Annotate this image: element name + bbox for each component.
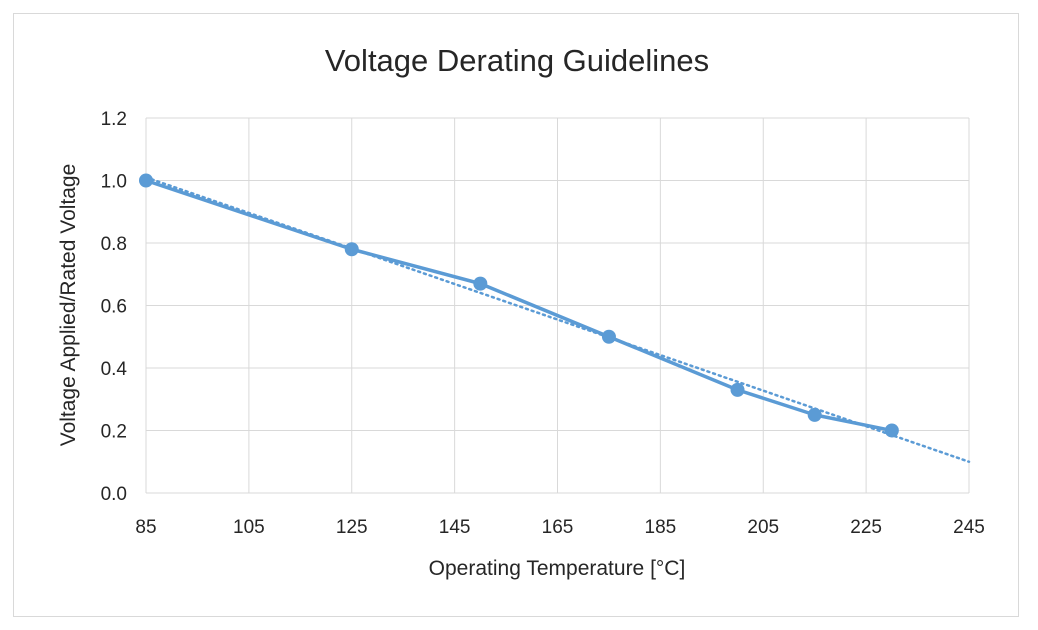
data-point bbox=[807, 407, 822, 422]
x-tick-label: 185 bbox=[645, 517, 677, 538]
series-group bbox=[139, 173, 899, 438]
x-tick-labels: 85 105 125 145 165 185 205 225 245 bbox=[135, 517, 984, 538]
x-tick-label: 205 bbox=[747, 517, 779, 538]
chart-title: Voltage Derating Guidelines bbox=[325, 43, 709, 78]
x-tick-label: 225 bbox=[850, 517, 882, 538]
x-tick-label: 145 bbox=[439, 517, 471, 538]
y-axis-title: Voltage Applied/Rated Voltage bbox=[57, 164, 80, 447]
x-tick-label: 165 bbox=[542, 517, 574, 538]
x-tick-label: 245 bbox=[953, 517, 985, 538]
grid bbox=[145, 117, 970, 494]
y-tick-labels: 0.0 0.2 0.4 0.6 0.8 1.0 1.2 bbox=[101, 109, 128, 505]
data-point bbox=[139, 173, 153, 188]
y-tick-label: 0.4 bbox=[101, 359, 128, 380]
data-point bbox=[730, 382, 745, 397]
x-tick-label: 125 bbox=[336, 517, 368, 538]
x-tick-label: 105 bbox=[233, 517, 265, 538]
data-point bbox=[473, 276, 488, 291]
x-tick-label: 85 bbox=[135, 517, 156, 538]
y-tick-label: 0.8 bbox=[101, 234, 127, 255]
data-point bbox=[884, 423, 899, 438]
y-tick-label: 0.2 bbox=[101, 422, 127, 443]
y-tick-label: 1.0 bbox=[101, 172, 127, 193]
data-point bbox=[601, 329, 616, 344]
y-tick-label: 0.6 bbox=[101, 297, 127, 318]
chart-frame bbox=[13, 13, 1019, 617]
x-axis-title: Operating Temperature [°C] bbox=[429, 557, 686, 580]
y-tick-label: 0.0 bbox=[101, 484, 127, 505]
y-tick-label: 1.2 bbox=[101, 109, 127, 130]
data-point bbox=[344, 242, 359, 257]
